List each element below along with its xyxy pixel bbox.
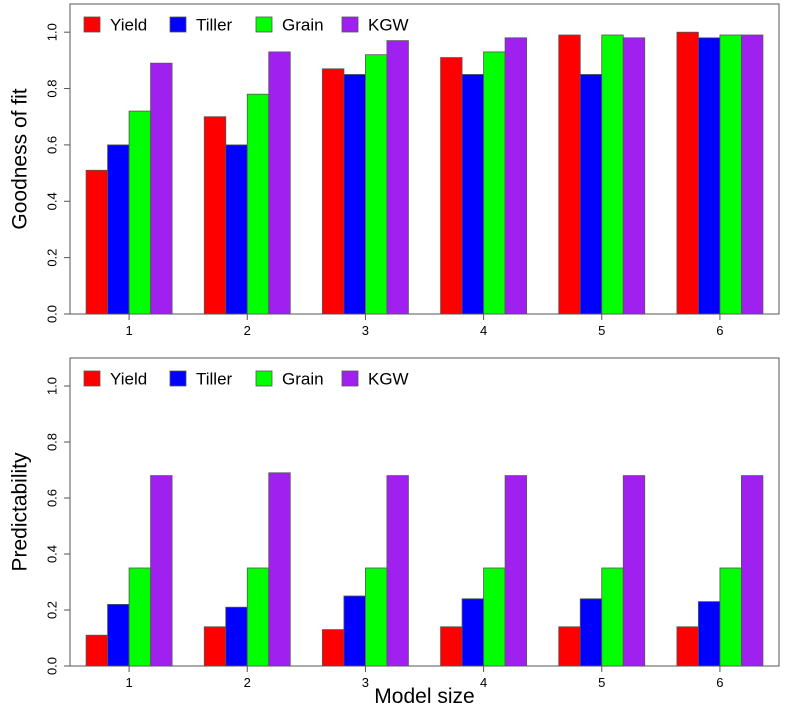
bar-kgw-6 xyxy=(741,34,764,315)
x-tick-label: 4 xyxy=(480,323,487,338)
y-tick-label: 1.0 xyxy=(45,377,60,395)
x-tick-label: 1 xyxy=(125,675,132,690)
chart-panel-1: 0.0 0.2 0.4 0.6 0.8 1.0 Goodness of fit 1 2 3 4 5 6 Y… xyxy=(9,3,780,338)
bar-tiller-3 xyxy=(343,595,366,667)
plot-frame xyxy=(69,357,780,667)
x-tick-label: 2 xyxy=(244,675,251,690)
bar-tiller-5 xyxy=(579,74,603,315)
plot-frame xyxy=(69,3,780,315)
bar-yield-1 xyxy=(85,634,108,667)
legend-swatch-kgw xyxy=(341,16,359,33)
y-tick-label: 0.0 xyxy=(45,657,60,675)
bar-tiller-1 xyxy=(107,604,130,667)
x-tick-label: 6 xyxy=(716,323,723,338)
legend-swatch-tiller xyxy=(169,370,187,387)
x-tick-label: 4 xyxy=(480,675,487,690)
legend-swatch-yield xyxy=(83,370,101,387)
bar-tiller-6 xyxy=(698,37,721,315)
legend-swatch-grain xyxy=(255,16,273,33)
y-tick-label: 0.4 xyxy=(45,545,60,563)
bar-grain-2 xyxy=(246,567,270,667)
bar-tiller-5 xyxy=(579,598,603,667)
bar-yield-4 xyxy=(440,57,463,315)
bar-yield-2 xyxy=(203,116,227,315)
legend-label-yield: Yield xyxy=(110,16,147,35)
bar-kgw-4 xyxy=(504,475,527,667)
legend-label-grain: Grain xyxy=(282,370,324,389)
bar-grain-5 xyxy=(601,567,624,667)
bar-grain-4 xyxy=(483,51,506,315)
legend-label-kgw: KGW xyxy=(368,370,409,389)
bar-grain-1 xyxy=(128,110,151,315)
y-tick-label: 0.0 xyxy=(45,305,60,323)
y-axis-title: Goodness of fit xyxy=(9,88,32,229)
bar-yield-4 xyxy=(440,626,463,667)
legend-label-grain: Grain xyxy=(282,16,324,35)
bar-kgw-1 xyxy=(150,62,173,315)
bar-tiller-3 xyxy=(343,74,366,315)
y-tick-label: 0.6 xyxy=(45,136,60,154)
bar-grain-3 xyxy=(365,54,388,315)
bar-grain-3 xyxy=(365,567,388,667)
bar-kgw-5 xyxy=(622,37,646,315)
bar-tiller-6 xyxy=(698,601,721,667)
legend-swatch-kgw xyxy=(341,370,359,387)
bar-tiller-4 xyxy=(461,598,484,667)
x-tick-label: 6 xyxy=(716,675,723,690)
y-tick-label: 0.8 xyxy=(45,80,60,98)
y-tick-label: 0.8 xyxy=(45,433,60,451)
bar-yield-2 xyxy=(203,626,227,667)
x-tick-label: 3 xyxy=(362,323,369,338)
y-tick-label: 1.0 xyxy=(45,23,60,41)
bar-kgw-3 xyxy=(386,475,409,667)
bar-grain-6 xyxy=(719,34,742,315)
bar-tiller-2 xyxy=(225,144,248,315)
bar-yield-6 xyxy=(676,31,699,315)
bar-yield-5 xyxy=(558,626,581,667)
chart-panel-2: 0.0 0.2 0.4 0.6 0.8 1.0 Predictability 1 2 3 4 5 6 Mo… xyxy=(9,357,780,708)
x-axis-title: Model size xyxy=(374,685,474,708)
y-tick-label: 0.2 xyxy=(45,601,60,619)
bar-yield-5 xyxy=(558,34,581,315)
bar-kgw-2 xyxy=(268,51,291,315)
bar-grain-5 xyxy=(601,34,624,315)
bar-grain-2 xyxy=(246,93,270,315)
y-axis-title: Predictability xyxy=(9,452,32,572)
bar-kgw-5 xyxy=(622,475,646,667)
bar-yield-3 xyxy=(322,629,345,667)
legend-label-tiller: Tiller xyxy=(196,370,233,389)
bar-yield-6 xyxy=(676,626,699,667)
bar-kgw-3 xyxy=(386,40,409,315)
y-tick-label: 0.4 xyxy=(45,192,60,210)
y-tick-label: 0.2 xyxy=(45,249,60,267)
bar-grain-1 xyxy=(128,567,151,667)
legend-label-tiller: Tiller xyxy=(196,16,233,35)
legend-swatch-grain xyxy=(255,370,273,387)
bar-kgw-2 xyxy=(268,472,291,667)
x-tick-label: 1 xyxy=(125,323,132,338)
legend-label-yield: Yield xyxy=(110,370,147,389)
bar-kgw-6 xyxy=(741,475,764,667)
bar-tiller-4 xyxy=(461,74,484,315)
legend-swatch-yield xyxy=(83,16,101,33)
legend-label-kgw: KGW xyxy=(368,16,409,35)
x-tick-label: 5 xyxy=(598,323,605,338)
bar-yield-1 xyxy=(85,169,108,315)
legend-swatch-tiller xyxy=(169,16,187,33)
x-tick-label: 2 xyxy=(244,323,251,338)
y-tick-label: 0.6 xyxy=(45,489,60,507)
bar-tiller-1 xyxy=(107,144,130,315)
bar-kgw-4 xyxy=(504,37,527,315)
bar-grain-4 xyxy=(483,567,506,667)
bar-kgw-1 xyxy=(150,475,173,667)
x-tick-label: 5 xyxy=(598,675,605,690)
bar-tiller-2 xyxy=(225,606,248,667)
bar-grain-6 xyxy=(719,567,742,667)
x-tick-label: 3 xyxy=(362,675,369,690)
bar-yield-3 xyxy=(322,68,345,315)
